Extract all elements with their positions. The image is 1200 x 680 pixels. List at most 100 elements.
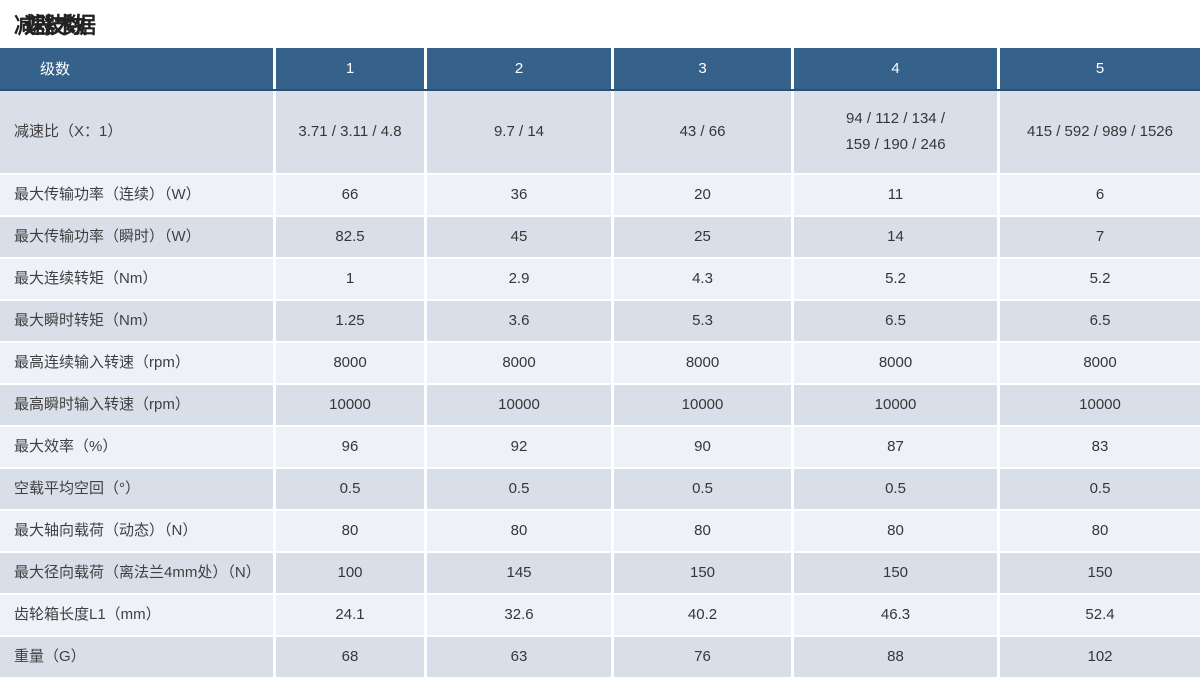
table-row: 最大连续转矩（Nm） 1 2.9 4.3 5.2 5.2 [0,259,1200,301]
row-value: 80 [614,511,794,551]
row-value: 80 [427,511,614,551]
row-value: 24.1 [276,595,427,635]
table-body: 减速比（X：1） 3.71 / 3.11 / 4.8 9.7 / 14 43 / 66… [0,91,1200,679]
row-value: 80 [1000,511,1200,551]
row-label: 最大传输功率（瞬时）（W） [0,217,276,257]
table-row: 减速比（X：1） 3.71 / 3.11 / 4.8 9.7 / 14 43 / 66… [0,91,1200,175]
row-value: 10000 [614,385,794,425]
header-cell-stage-2: 2 [427,48,614,89]
row-value: 88 [794,637,1000,677]
row-value: 6.5 [1000,301,1200,341]
row-value: 36 [427,175,614,215]
header-cell-stage-5: 5 [1095,60,1105,77]
row-value: 145 [427,553,614,593]
row-value: 11 [794,175,1000,215]
row-label: 减速比（X：1） [0,91,276,173]
row-value: 90 [614,427,794,467]
header-cell-label: 级数 [0,48,276,89]
row-value: 45 [427,217,614,257]
row-value: 8000 [614,343,794,383]
row-value: 52.4 [1000,595,1200,635]
row-value: 32.6 [427,595,614,635]
row-label: 最高瞬时输入转速（rpm） [0,385,276,425]
row-value: 5.2 [1000,259,1200,299]
row-label: 重量（G） [0,637,276,677]
row-value: 43 / 66 [614,91,794,173]
row-value: 20 [614,175,794,215]
row-value: 415 / 592 / 989 / 1526 [1000,91,1200,173]
row-value: 14 [794,217,1000,257]
row-value: 0.5 [276,469,427,509]
row-value: 0.5 [794,469,1000,509]
table-row: 重量（G） 68 63 76 88 102 [0,637,1200,679]
table-row: 最大轴向载荷（动态）（N） 80 80 80 80 80 [0,511,1200,553]
row-value: 82.5 [276,217,427,257]
table-row: 最大效率（%） 96 92 90 87 83 [0,427,1200,469]
row-value: 87 [794,427,1000,467]
table-row: 齿轮箱长度L1（mm） 24.1 32.6 40.2 46.3 52.4 [0,595,1200,637]
header-cell-stage-3: 3 [614,48,794,89]
row-value: 80 [794,511,1000,551]
row-value: 0.5 [1000,469,1200,509]
row-value: 150 [614,553,794,593]
table-row: 最大传输功率（瞬时）（W） 82.5 45 25 14 7 [0,217,1200,259]
row-value: 6.5 [794,301,1000,341]
row-value: 10000 [1000,385,1200,425]
row-value: 94 / 112 / 134 / 159 / 190 / 246 [794,91,1000,173]
row-value: 25 [614,217,794,257]
row-value: 8000 [794,343,1000,383]
table-row: 最大瞬时转矩（Nm） 1.25 3.6 5.3 6.5 6.5 [0,301,1200,343]
row-value: 10000 [276,385,427,425]
row-value: 10000 [427,385,614,425]
row-value: 3.71 / 3.11 / 4.8 [276,91,427,173]
row-label: 最大径向载荷（离法兰4mm处）（N） [0,553,276,593]
row-label: 最大效率（%） [0,427,276,467]
table-row: 最大径向载荷（离法兰4mm处）（N） 100 145 150 150 150 [0,553,1200,595]
row-value: 7 [1000,217,1200,257]
row-value: 3.6 [427,301,614,341]
row-value: 96 [276,427,427,467]
row-value: 10000 [794,385,1000,425]
row-value: 8000 [276,343,427,383]
row-value: 150 [1000,553,1200,593]
row-value: 2.9 [427,259,614,299]
row-value: 80 [276,511,427,551]
row-label: 最大连续转矩（Nm） [0,259,276,299]
row-value: 8000 [427,343,614,383]
row-value: 83 [1000,427,1200,467]
row-value: 1 [276,259,427,299]
row-value: 100 [276,553,427,593]
row-value: 102 [1000,637,1200,677]
row-value: 63 [427,637,614,677]
page-title: 减速器技术数据 [14,13,96,38]
row-value: 68 [276,637,427,677]
row-value: 0.5 [427,469,614,509]
table-row: 最高瞬时输入转速（rpm） 10000 10000 10000 10000 10000 [0,385,1200,427]
row-value: 5.3 [614,301,794,341]
row-value: 40.2 [614,595,794,635]
header-cell-stage-4: 4 [794,48,1000,89]
row-value: 5.2 [794,259,1000,299]
row-label: 最大传输功率（连续）（W） [0,175,276,215]
row-value: 6 [1000,175,1200,215]
row-label: 齿轮箱长度L1（mm） [0,595,276,635]
row-value: 0.5 [614,469,794,509]
row-value: 150 [794,553,1000,593]
row-label: 最高连续输入转速（rpm） [0,343,276,383]
row-value: 92 [427,427,614,467]
row-value: 76 [614,637,794,677]
table-row: 最大传输功率（连续）（W） 66 36 20 11 6 [0,175,1200,217]
row-value: 4.3 [614,259,794,299]
row-value: 66 [276,175,427,215]
row-label: 最大轴向载荷（动态）（N） [0,511,276,551]
row-label: 空载平均空回（°） [0,469,276,509]
row-value: 9.7 / 14 [427,91,614,173]
table-row: 空载平均空回（°） 0.5 0.5 0.5 0.5 0.5 [0,469,1200,511]
row-value: 46.3 [794,595,1000,635]
header-cell-stage-1: 1 [276,48,427,89]
row-label: 最大瞬时转矩（Nm） [0,301,276,341]
row-value: 1.25 [276,301,427,341]
